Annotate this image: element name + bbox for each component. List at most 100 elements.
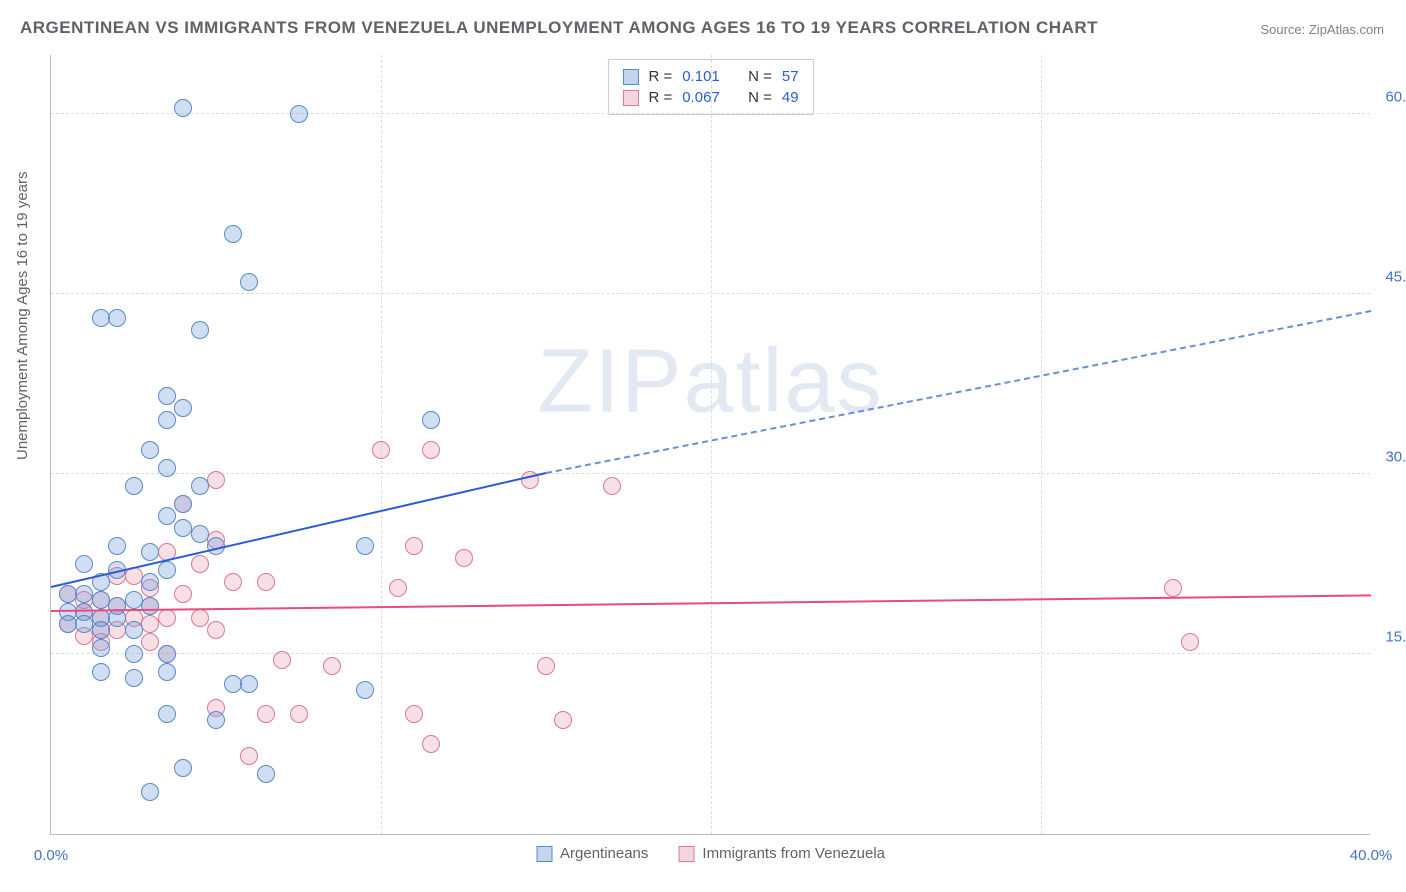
data-point xyxy=(422,735,440,753)
data-point xyxy=(125,645,143,663)
data-point xyxy=(372,441,390,459)
data-point xyxy=(174,399,192,417)
data-point xyxy=(59,585,77,603)
r-value-series1: 0.101 xyxy=(682,68,720,85)
data-point xyxy=(108,609,126,627)
data-point xyxy=(191,609,209,627)
swatch-series1-icon xyxy=(622,69,638,85)
data-point xyxy=(125,477,143,495)
n-label: N = xyxy=(748,68,772,85)
data-point xyxy=(108,537,126,555)
data-point xyxy=(158,507,176,525)
data-point xyxy=(174,759,192,777)
plot-area: ZIPatlas R = 0.101 N = 57 R = 0.067 N = … xyxy=(50,55,1370,835)
data-point xyxy=(92,621,110,639)
data-point xyxy=(207,711,225,729)
x-tick-label: 40.0% xyxy=(1350,847,1393,864)
data-point xyxy=(224,225,242,243)
trendline-series1-extension xyxy=(546,310,1371,474)
data-point xyxy=(108,309,126,327)
data-point xyxy=(59,615,77,633)
data-point xyxy=(75,585,93,603)
data-point xyxy=(141,633,159,651)
data-point xyxy=(356,537,374,555)
data-point xyxy=(158,609,176,627)
legend-label-series1: Argentineans xyxy=(560,845,648,862)
data-point xyxy=(455,549,473,567)
n-value-series2: 49 xyxy=(782,89,799,106)
data-point xyxy=(537,657,555,675)
data-point xyxy=(158,705,176,723)
data-point xyxy=(158,561,176,579)
data-point xyxy=(240,747,258,765)
data-point xyxy=(191,321,209,339)
data-point xyxy=(174,495,192,513)
y-tick-label: 30.0% xyxy=(1385,449,1406,466)
data-point xyxy=(141,615,159,633)
data-point xyxy=(224,573,242,591)
swatch-series1-icon xyxy=(536,846,552,862)
data-point xyxy=(224,675,242,693)
swatch-series2-icon xyxy=(678,846,694,862)
x-tick-label: 0.0% xyxy=(34,847,68,864)
y-tick-label: 60.0% xyxy=(1385,89,1406,106)
r-label: R = xyxy=(648,89,672,106)
data-point xyxy=(92,663,110,681)
data-point xyxy=(158,411,176,429)
r-label: R = xyxy=(648,68,672,85)
data-point xyxy=(158,459,176,477)
data-point xyxy=(125,591,143,609)
data-point xyxy=(240,273,258,291)
r-value-series2: 0.067 xyxy=(682,89,720,106)
data-point xyxy=(125,669,143,687)
data-point xyxy=(75,555,93,573)
data-point xyxy=(191,525,209,543)
data-point xyxy=(191,477,209,495)
data-point xyxy=(405,705,423,723)
data-point xyxy=(174,585,192,603)
data-point xyxy=(290,705,308,723)
data-point xyxy=(191,555,209,573)
data-point xyxy=(207,471,225,489)
data-point xyxy=(92,591,110,609)
data-point xyxy=(1181,633,1199,651)
data-point xyxy=(422,411,440,429)
n-value-series1: 57 xyxy=(782,68,799,85)
data-point xyxy=(273,651,291,669)
data-point xyxy=(141,543,159,561)
data-point xyxy=(290,105,308,123)
bottom-legend: Argentineans Immigrants from Venezuela xyxy=(536,845,885,862)
data-point xyxy=(141,573,159,591)
data-point xyxy=(554,711,572,729)
legend-label-series2: Immigrants from Venezuela xyxy=(702,845,885,862)
data-point xyxy=(92,639,110,657)
data-point xyxy=(389,579,407,597)
data-point xyxy=(323,657,341,675)
data-point xyxy=(174,99,192,117)
swatch-series2-icon xyxy=(622,90,638,106)
data-point xyxy=(75,615,93,633)
gridline-v xyxy=(711,55,712,834)
data-point xyxy=(158,663,176,681)
data-point xyxy=(240,675,258,693)
y-axis-label: Unemployment Among Ages 16 to 19 years xyxy=(14,171,31,460)
legend-item-series1: Argentineans xyxy=(536,845,648,862)
data-point xyxy=(356,681,374,699)
data-point xyxy=(174,519,192,537)
data-point xyxy=(141,783,159,801)
data-point xyxy=(257,765,275,783)
data-point xyxy=(92,309,110,327)
source-label: Source: ZipAtlas.com xyxy=(1260,22,1384,37)
data-point xyxy=(405,537,423,555)
y-tick-label: 15.0% xyxy=(1385,629,1406,646)
n-label: N = xyxy=(748,89,772,106)
y-tick-label: 45.0% xyxy=(1385,269,1406,286)
data-point xyxy=(158,645,176,663)
data-point xyxy=(141,597,159,615)
gridline-v xyxy=(1041,55,1042,834)
data-point xyxy=(1164,579,1182,597)
data-point xyxy=(125,621,143,639)
data-point xyxy=(158,387,176,405)
data-point xyxy=(141,441,159,459)
data-point xyxy=(257,705,275,723)
